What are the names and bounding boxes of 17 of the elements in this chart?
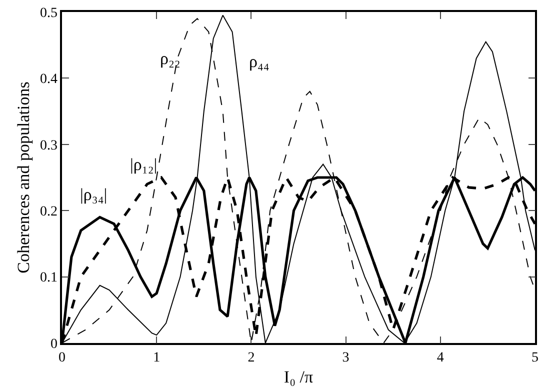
y-tick-label: 0.3	[40, 138, 58, 154]
annotation: |ρ₁₂|	[130, 155, 158, 174]
x-tick-label: 1	[153, 350, 160, 366]
y-tick-label: 0.1	[40, 270, 58, 286]
x-tick-label: 5	[532, 350, 538, 366]
annotation: |ρ₃₄|	[80, 185, 108, 204]
x-tick-label: 4	[436, 350, 444, 366]
y-tick-label: 0.5	[40, 6, 58, 21]
y-tick-label: 0.4	[40, 72, 58, 88]
x-axis-title: I₀ /π	[284, 367, 314, 386]
y-axis-title: Coherences and populations	[14, 82, 33, 274]
y-tick-label: 0	[50, 336, 58, 352]
y-tick-label: 0.2	[40, 204, 58, 220]
annotation: ρ₂₂	[160, 49, 180, 68]
x-tick-label: 3	[342, 350, 350, 366]
x-tick-label: 2	[248, 350, 255, 366]
annotation: ρ₄₄	[249, 52, 270, 71]
